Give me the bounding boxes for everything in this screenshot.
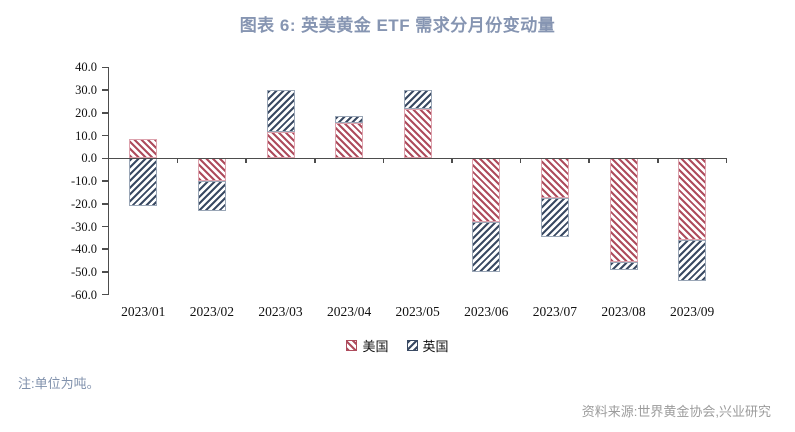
y-tick-label: -30.0 <box>70 219 97 234</box>
bar-segment-us-2023/06 <box>472 158 501 222</box>
y-tick-label: -10.0 <box>70 174 97 189</box>
bar-segment-us-2023/09 <box>678 158 707 241</box>
x-axis-label: 2023/01 <box>121 303 166 319</box>
y-tick-label: -20.0 <box>70 196 97 211</box>
y-axis-tick <box>102 134 109 137</box>
x-axis-label: 2023/08 <box>601 303 646 319</box>
y-axis-tick <box>102 180 109 182</box>
x-axis-label: 2023/06 <box>464 303 509 319</box>
legend-item-uk: 英国 <box>406 336 449 355</box>
bar-segment-us-2023/04 <box>335 123 364 159</box>
legend-item-us: 美国 <box>346 336 389 355</box>
legend-label-us: 美国 <box>362 339 389 354</box>
x-axis-tick <box>382 158 385 164</box>
bar-segment-uk-2023/07 <box>540 197 569 237</box>
legend-label-uk: 英国 <box>422 339 449 354</box>
x-axis-label: 2023/09 <box>669 303 715 319</box>
x-axis-label: 2023/07 <box>532 303 578 319</box>
bar-segment-us-2023/07 <box>540 158 569 198</box>
y-tick-label: 0.0 <box>81 151 97 166</box>
legend: 美国 英国 <box>0 336 795 355</box>
y-tick-label: 10.0 <box>75 128 97 143</box>
y-axis-tick <box>102 225 109 228</box>
bar-segment-us-2023/01 <box>129 138 158 159</box>
y-axis-tick <box>102 66 109 69</box>
bar-segment-us-2023/03 <box>266 132 295 159</box>
y-axis-tick <box>102 271 109 273</box>
y-tick-label: -60.0 <box>70 287 97 302</box>
x-axis-tick <box>451 158 453 164</box>
chart-title: 图表 6: 英美黄金 ETF 需求分月份变动量 <box>239 16 556 35</box>
y-axis-tick <box>102 293 109 296</box>
x-axis-tick <box>725 158 728 164</box>
x-axis-tick <box>657 158 659 164</box>
bar-segment-us-2023/08 <box>609 158 638 262</box>
bar-segment-uk-2023/06 <box>472 221 501 272</box>
x-axis-label: 2023/05 <box>395 303 440 319</box>
bar-segment-uk-2023/03 <box>266 90 295 133</box>
source-note: 资料来源:世界黄金协会,兴业研究 <box>581 404 771 419</box>
y-axis-tick <box>102 157 109 160</box>
x-axis-tick <box>588 158 590 164</box>
y-tick-label: -40.0 <box>70 242 97 257</box>
bar-segment-uk-2023/04 <box>335 116 364 124</box>
y-tick-label: 40.0 <box>75 60 97 75</box>
bar-segment-uk-2023/08 <box>609 261 638 270</box>
zero-baseline <box>107 157 727 160</box>
bar-segment-us-2023/02 <box>197 158 226 182</box>
bar-segment-uk-2023/02 <box>197 181 226 211</box>
legend-swatch-us-icon <box>346 340 358 351</box>
y-axis-tick <box>102 248 109 250</box>
x-axis-tick <box>245 158 247 164</box>
y-axis-tick <box>102 112 109 114</box>
x-axis-tick <box>519 158 522 164</box>
x-axis-label: 2023/03 <box>258 303 303 319</box>
y-tick-label: 30.0 <box>75 83 97 98</box>
y-axis-tick <box>102 89 109 91</box>
bar-segment-uk-2023/05 <box>403 90 432 110</box>
x-axis-label: 2023/04 <box>326 303 372 319</box>
x-axis-tick <box>176 158 179 164</box>
y-tick-label: -50.0 <box>70 264 97 279</box>
y-axis-tick <box>102 203 109 205</box>
x-axis-tick <box>314 158 316 164</box>
x-axis-label: 2023/02 <box>189 303 235 319</box>
legend-swatch-uk-icon <box>406 340 418 351</box>
unit-note: 注:单位为吨。 <box>18 376 100 391</box>
bar-segment-uk-2023/09 <box>678 240 707 282</box>
y-tick-label: 20.0 <box>75 105 97 120</box>
bar-segment-us-2023/05 <box>403 109 432 159</box>
bar-segment-uk-2023/01 <box>129 158 158 207</box>
